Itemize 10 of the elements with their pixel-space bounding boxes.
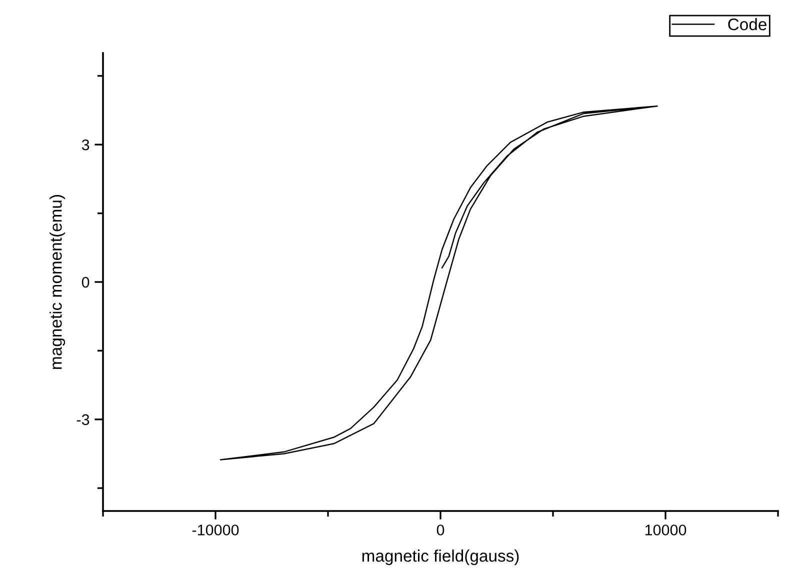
y-tick-label: -3 — [76, 414, 90, 426]
legend-label: Code — [728, 18, 766, 30]
y-tick-label: 3 — [82, 139, 90, 150]
x-tick-label: -10000 — [192, 524, 239, 536]
x-tick-label: 10000 — [645, 524, 686, 536]
y-axis-title: magnetic moment(emu) — [50, 195, 66, 369]
y-tick-label: 0 — [82, 276, 90, 288]
line-series — [220, 106, 658, 460]
x-axis-title: magnetic field(gauss) — [362, 550, 519, 566]
x-tick-label: 0 — [436, 524, 444, 536]
